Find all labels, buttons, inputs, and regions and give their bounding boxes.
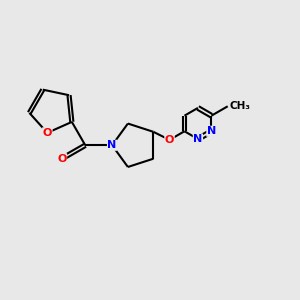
Text: O: O xyxy=(43,128,52,138)
Text: N: N xyxy=(193,134,203,144)
Text: O: O xyxy=(165,135,174,145)
Text: N: N xyxy=(107,140,117,150)
Text: N: N xyxy=(207,126,216,136)
Text: CH₃: CH₃ xyxy=(229,101,250,111)
Text: O: O xyxy=(57,154,67,164)
